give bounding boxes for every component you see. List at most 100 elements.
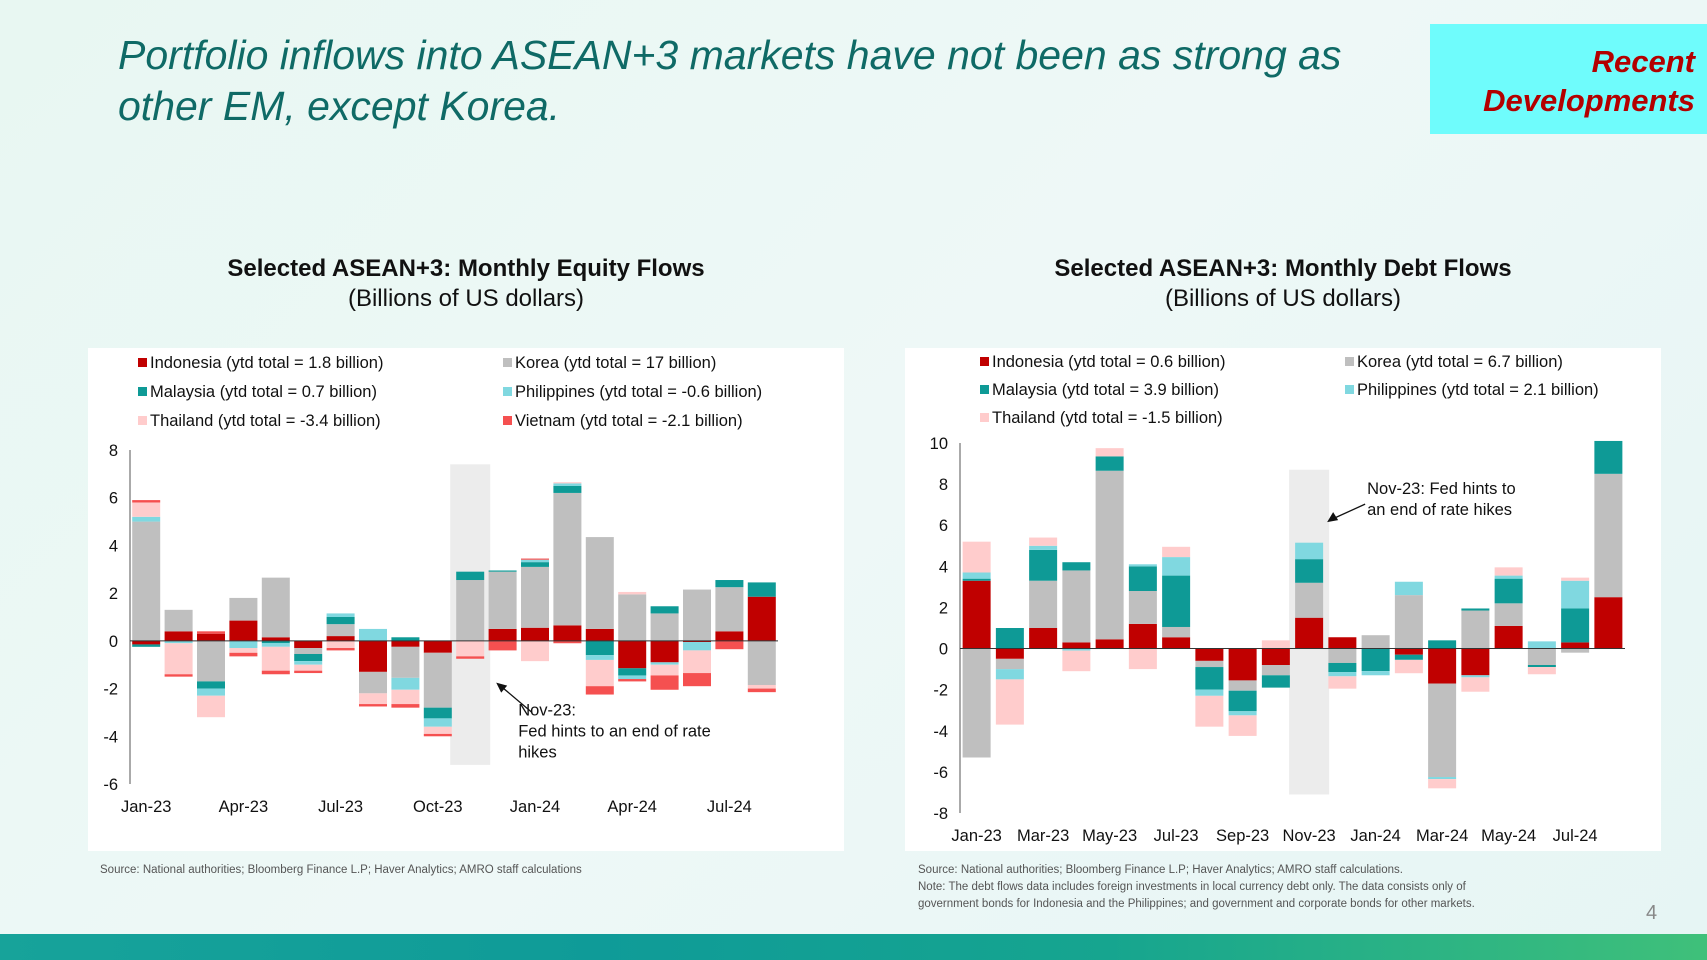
x-tick-label: Jul-24 [1553, 827, 1598, 845]
bar-segment-korea [1428, 683, 1457, 778]
bar-segment-malaysia [650, 606, 679, 614]
bar-segment-thailand [261, 646, 290, 671]
bar-segment-indonesia [1561, 642, 1590, 649]
legend-swatch [1345, 385, 1354, 394]
bar-segment-indonesia [1261, 648, 1290, 665]
bar-segment-malaysia [1029, 549, 1058, 581]
bar-segment-korea [294, 648, 323, 654]
slide-title: Portfolio inflows into ASEAN+3 markets h… [118, 32, 1342, 129]
bar-segment-vietnam [326, 648, 355, 651]
bar-segment-indonesia [995, 648, 1024, 659]
x-tick-label: Jan-23 [951, 827, 1001, 845]
debt-chart-panel: Indonesia (ytd total = 0.6 billion) Korea… [905, 348, 1661, 851]
bar-segment-korea [1228, 680, 1257, 691]
bar-segment-malaysia [1394, 654, 1423, 660]
bar-segment-thailand [1062, 650, 1091, 672]
bar-segment-indonesia [391, 640, 420, 647]
bar-segment-philippines [1195, 689, 1224, 696]
section-badge: Recent Developments [1430, 24, 1707, 134]
bar-segment-malaysia [1328, 662, 1357, 673]
bar-segment-thailand [585, 659, 614, 687]
x-tick-label: Nov-23 [1283, 827, 1336, 845]
bar-segment-philippines [585, 655, 614, 660]
x-tick-label: Sep-23 [1216, 827, 1269, 845]
equity-chart-subtitle: (Billions of US dollars) [347, 285, 585, 312]
equity-chart-panel: Indonesia (ytd total = 1.8 billion) Korea… [88, 348, 844, 851]
y-tick-label: -4 [103, 728, 118, 746]
bar-segment-vietnam [197, 631, 225, 634]
bar-segment-thailand [995, 679, 1024, 725]
bar-segment-vietnam [132, 500, 161, 503]
bar-segment-korea [359, 671, 387, 694]
y-tick-label: 8 [109, 442, 118, 460]
bar-segment-korea [1361, 635, 1390, 649]
bar-segment-philippines [423, 718, 452, 727]
bar-segment-thailand [1162, 546, 1191, 558]
bar-segment-indonesia [423, 640, 452, 653]
bar-segment-malaysia [1594, 440, 1623, 474]
bar-segment-thailand [132, 502, 161, 517]
bar-segment-thailand [1261, 640, 1290, 649]
y-tick-label: 10 [930, 435, 948, 453]
bar-segment-thailand [229, 648, 258, 653]
y-tick-label: 8 [939, 476, 948, 494]
bar-segment-indonesia [326, 636, 355, 641]
y-tick-label: -4 [933, 723, 948, 741]
bar-segment-vietnam [618, 679, 647, 682]
equity-chart: Indonesia (ytd total = 1.8 billion) Korea… [103, 354, 778, 816]
bar-segment-indonesia [1428, 648, 1457, 684]
bar-segment-korea [197, 640, 225, 682]
bar-segment-thailand [1428, 779, 1457, 789]
bar-segment-philippines [1029, 545, 1058, 550]
bar-segment-korea [423, 652, 452, 708]
bar-segment-indonesia [294, 640, 323, 649]
bar-segment-indonesia [715, 631, 744, 641]
bar-segment-philippines [1494, 575, 1523, 579]
section-badge-text: Recent Developments [1483, 42, 1695, 120]
bar-segment-malaysia [488, 570, 517, 572]
bar-segment-korea [1128, 591, 1157, 624]
bar-segment-malaysia [1261, 675, 1290, 688]
bar-segment-korea [747, 640, 776, 685]
bar-segment-malaysia [1561, 608, 1590, 643]
x-tick-label: Jul-23 [1154, 827, 1199, 845]
legend-label: Malaysia (ytd total = 3.9 billion) [992, 381, 1219, 399]
bar-segment-thailand [456, 640, 485, 657]
legend-label: Thailand (ytd total = -1.5 billion) [992, 409, 1223, 427]
y-tick-label: -6 [103, 776, 118, 794]
bar-segment-korea [1561, 648, 1590, 653]
bar-segment-korea [229, 597, 258, 621]
bar-segment-thailand [618, 591, 647, 595]
bar-segment-vietnam [261, 670, 290, 675]
bar-segment-thailand [747, 684, 776, 689]
bar-segment-indonesia [1095, 639, 1124, 649]
bar-segment-philippines [1162, 557, 1191, 576]
bar-segment-malaysia [553, 485, 582, 493]
x-tick-label: Apr-23 [219, 798, 269, 816]
bar-segment-thailand [294, 664, 323, 671]
bar-segment-korea [1328, 648, 1357, 663]
bar-segment-indonesia [683, 640, 711, 643]
bar-segment-korea [683, 589, 711, 641]
bar-segment-vietnam [521, 558, 549, 560]
bar-segment-thailand [1128, 648, 1157, 670]
bar-segment-philippines [553, 483, 582, 486]
annotation-arrow [1331, 503, 1366, 520]
bar-segment-philippines [359, 628, 387, 641]
bar-segment-malaysia [1128, 566, 1157, 591]
bar-segment-malaysia [294, 653, 323, 662]
bar-segment-philippines [995, 669, 1024, 680]
bar-segment-malaysia [1195, 667, 1224, 690]
y-tick-label: 6 [939, 517, 948, 535]
bar-segment-philippines [962, 572, 991, 579]
bar-segment-indonesia [1494, 625, 1523, 649]
x-tick-label: Mar-24 [1416, 827, 1468, 845]
bar-segment-vietnam [553, 640, 582, 644]
bar-segment-philippines [1461, 675, 1490, 678]
legend-label: Indonesia (ytd total = 1.8 billion) [150, 354, 383, 372]
bar-segment-indonesia [1062, 642, 1091, 649]
bar-segment-indonesia [132, 640, 161, 645]
bar-segment-korea [1461, 610, 1490, 649]
bar-segment-thailand [359, 693, 387, 705]
bar-segment-philippines [618, 675, 647, 680]
